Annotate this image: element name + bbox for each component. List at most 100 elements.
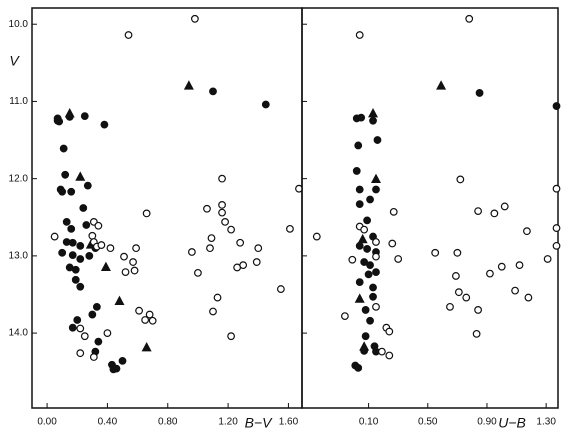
triangle-point: [354, 293, 365, 303]
filled-point: [261, 100, 270, 109]
triangle-point: [370, 173, 381, 184]
open-point: [120, 252, 128, 261]
filled-point: [361, 332, 370, 341]
x-tick-label: 0.40: [98, 417, 118, 428]
open-point: [388, 239, 397, 248]
filled-point: [76, 282, 85, 291]
filled-point: [354, 141, 363, 150]
filled-point: [73, 316, 82, 324]
open-point: [523, 227, 531, 236]
open-point: [462, 293, 471, 302]
open-point: [145, 310, 154, 319]
open-point: [355, 31, 364, 39]
x-axis-label: U−B: [498, 415, 526, 431]
filled-point: [361, 306, 370, 314]
open-point: [236, 238, 245, 247]
open-point: [543, 255, 552, 263]
open-point: [474, 207, 482, 215]
filled-point: [80, 112, 89, 121]
filled-point: [352, 167, 361, 175]
open-point: [88, 231, 97, 240]
filled-point: [355, 241, 364, 250]
open-point: [148, 316, 157, 325]
filled-point: [373, 136, 382, 144]
filled-point: [209, 87, 217, 96]
open-point: [451, 272, 460, 280]
open-point: [465, 14, 474, 23]
filled-point: [94, 337, 103, 346]
open-point: [254, 244, 263, 253]
triangle-point: [436, 80, 447, 90]
open-point: [385, 327, 394, 336]
x-axis-label: B−V: [245, 415, 274, 431]
filled-point: [61, 170, 70, 179]
open-point: [497, 262, 506, 271]
triangle-point: [357, 233, 368, 244]
filled-point: [85, 251, 94, 260]
open-point: [252, 258, 261, 266]
x-tick-label: 0.50: [418, 417, 438, 428]
filled-point: [372, 268, 380, 276]
open-point: [490, 209, 499, 218]
filled-point: [366, 195, 374, 204]
x-tick-label: 1.20: [218, 417, 238, 428]
triangle-point: [75, 171, 86, 181]
filled-point: [363, 216, 372, 225]
plot-frame: [31, 7, 303, 409]
open-point: [203, 204, 211, 213]
open-point: [135, 306, 143, 315]
open-point: [218, 201, 226, 209]
open-point: [385, 351, 394, 360]
filled-point: [357, 113, 366, 122]
open-point: [474, 306, 482, 314]
plot-frame: [301, 7, 559, 409]
open-point: [227, 332, 236, 341]
open-point: [103, 329, 112, 337]
open-point: [378, 347, 386, 356]
open-point: [472, 329, 481, 338]
filled-point: [354, 363, 363, 372]
filled-point: [355, 185, 364, 194]
open-point: [552, 184, 561, 193]
open-point: [286, 224, 294, 233]
open-point: [76, 349, 85, 358]
open-point: [97, 241, 106, 249]
filled-point: [58, 187, 67, 196]
open-point: [239, 261, 248, 270]
triangle-point: [114, 295, 125, 306]
filled-point: [62, 217, 71, 226]
open-point: [207, 234, 216, 243]
open-point: [130, 266, 139, 275]
filled-point: [88, 310, 97, 319]
open-point: [456, 175, 465, 184]
open-point: [360, 225, 369, 234]
filled-point: [79, 204, 88, 212]
open-point: [454, 288, 463, 297]
y-axis-label: V: [9, 53, 20, 69]
triangle-point: [368, 108, 379, 118]
open-point: [431, 248, 440, 257]
filled-point: [68, 251, 77, 260]
open-point: [209, 307, 217, 316]
x-tick-label: 1.60: [279, 417, 299, 428]
open-point: [218, 208, 226, 217]
open-point: [142, 209, 151, 218]
filled-point: [363, 245, 372, 253]
open-point: [515, 261, 524, 270]
triangle-point: [183, 80, 194, 90]
y-tick-label: 11.0: [9, 96, 28, 107]
open-point: [76, 324, 85, 333]
open-point: [486, 269, 494, 278]
open-point: [213, 293, 222, 302]
filled-point: [71, 265, 80, 274]
open-point: [50, 232, 59, 241]
open-point: [191, 14, 199, 23]
open-point: [227, 225, 236, 234]
y-tick-label: 10.0: [9, 19, 29, 30]
filled-point: [68, 238, 77, 247]
filled-point: [364, 270, 373, 279]
filled-point: [67, 224, 76, 233]
filled-point: [366, 316, 374, 325]
filled-point: [92, 302, 101, 311]
